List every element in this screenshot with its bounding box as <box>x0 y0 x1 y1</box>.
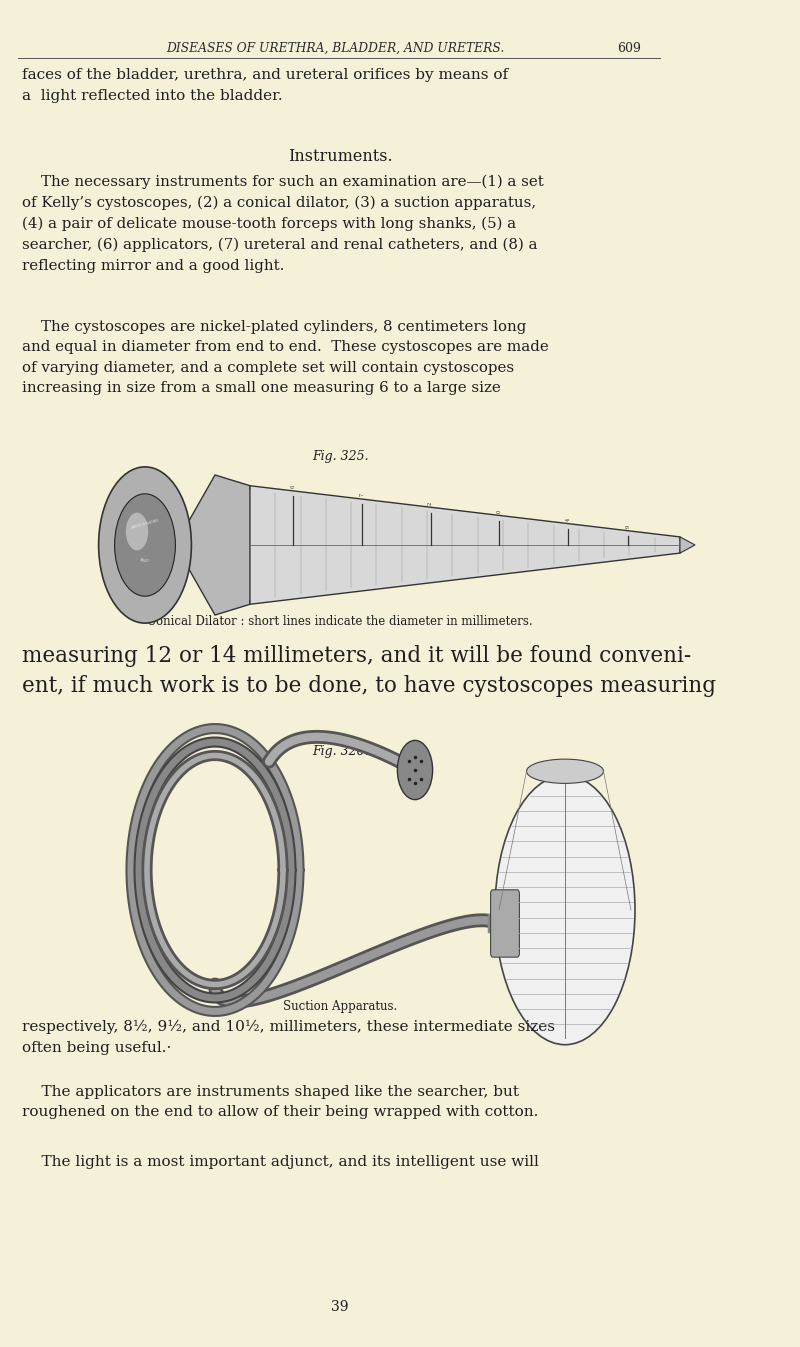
Text: 609: 609 <box>617 42 641 55</box>
Circle shape <box>98 467 191 624</box>
Text: The light is a most important adjunct, and its intelligent use will: The light is a most important adjunct, a… <box>22 1154 539 1169</box>
Text: The cystoscopes are nickel-plated cylinders, 8 centimeters long
and equal in dia: The cystoscopes are nickel-plated cylind… <box>22 321 549 395</box>
Text: 6: 6 <box>290 485 295 488</box>
Text: DISEASES OF URETHRA, BLADDER, AND URETERS.: DISEASES OF URETHRA, BLADDER, AND URETER… <box>166 42 504 55</box>
Text: Fig. 325.: Fig. 325. <box>312 450 368 463</box>
Text: Fig. 326.: Fig. 326. <box>312 745 368 758</box>
Text: The necessary instruments for such an examination are—(1) a set
of Kelly’s cysto: The necessary instruments for such an ex… <box>22 175 544 272</box>
Text: ARNOLD &SONS: ARNOLD &SONS <box>130 519 159 531</box>
Polygon shape <box>189 475 250 616</box>
Text: The applicators are instruments shaped like the searcher, but
roughened on the e: The applicators are instruments shaped l… <box>22 1084 538 1119</box>
Text: 39: 39 <box>331 1300 349 1315</box>
Text: faces of the bladder, urethra, and ureteral orifices by means of
a  light reflec: faces of the bladder, urethra, and urete… <box>22 67 508 102</box>
Text: Instruments.: Instruments. <box>288 148 392 164</box>
Ellipse shape <box>526 760 603 784</box>
Text: 4: 4 <box>566 517 570 521</box>
Text: 2: 2 <box>428 501 433 505</box>
Circle shape <box>114 494 175 597</box>
Polygon shape <box>680 537 695 554</box>
Circle shape <box>126 513 148 551</box>
Text: respectively, 8½, 9½, and 10½, millimeters, these intermediate sizes
often being: respectively, 8½, 9½, and 10½, millimete… <box>22 1020 555 1055</box>
Circle shape <box>398 741 433 800</box>
Text: Conical Dilator : short lines indicate the diameter in millimeters.: Conical Dilator : short lines indicate t… <box>147 616 533 628</box>
Text: 7: 7 <box>359 493 364 496</box>
FancyBboxPatch shape <box>490 890 519 958</box>
Polygon shape <box>250 486 680 605</box>
Text: 9: 9 <box>626 525 631 528</box>
Text: 0: 0 <box>497 509 502 513</box>
Text: Suction Apparatus.: Suction Apparatus. <box>283 999 397 1013</box>
Text: BALT°: BALT° <box>139 558 150 564</box>
Text: measuring 12 or 14 millimeters, and it will be found conveni-
ent, if much work : measuring 12 or 14 millimeters, and it w… <box>22 645 716 698</box>
Ellipse shape <box>495 776 635 1045</box>
